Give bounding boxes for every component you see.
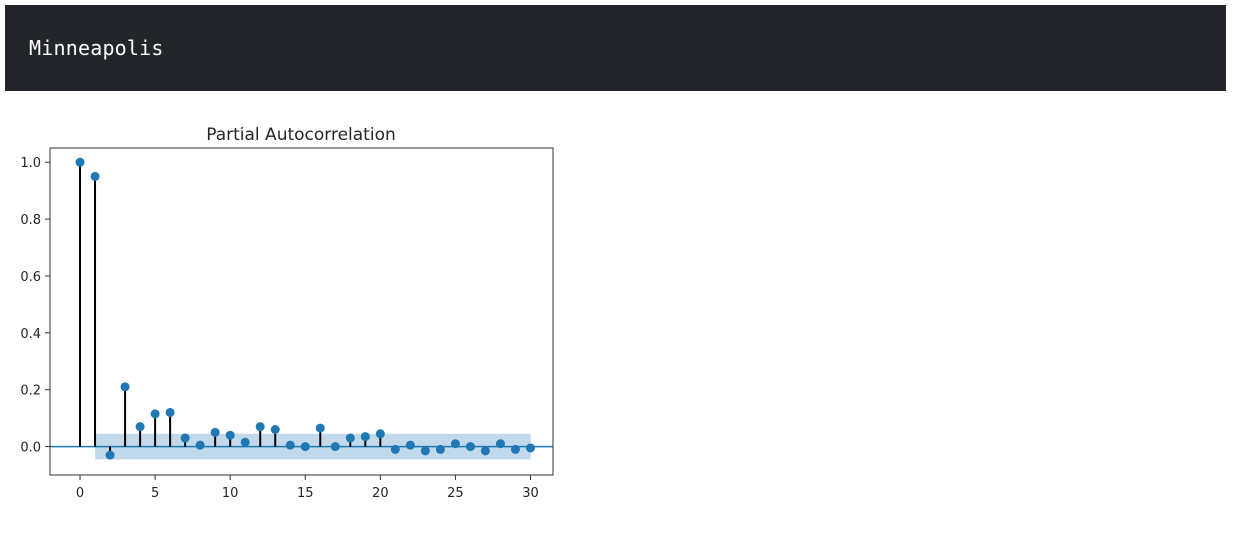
marker-lag-4 [135,422,145,432]
y-tick-label: 0.4 [20,327,41,342]
marker-lag-26 [465,442,475,452]
marker-lag-6 [165,407,175,417]
marker-lag-5 [150,409,160,419]
y-tick-label: 0.6 [20,270,41,285]
marker-lag-1 [90,171,100,181]
marker-lag-27 [480,446,490,456]
marker-lag-16 [315,423,325,433]
x-tick-label: 5 [151,486,159,501]
x-tick-label: 25 [447,486,464,501]
marker-lag-22 [405,440,415,450]
marker-lag-15 [300,442,310,452]
marker-lag-30 [525,443,535,453]
marker-lag-2 [105,450,115,460]
marker-lag-0 [75,157,85,167]
marker-lag-9 [210,427,220,437]
pacf-chart-svg: Partial Autocorrelation 0 5 10 15 20 25 30 0.0… [20,125,554,501]
marker-lag-13 [270,425,280,435]
marker-lag-20 [375,429,385,439]
output-cell: Minneapolis [5,5,1226,91]
marker-lag-25 [450,439,460,449]
marker-lag-17 [330,442,340,452]
marker-lag-11 [240,437,250,447]
x-tick-label: 10 [222,486,239,501]
x-tick-label: 15 [297,486,314,501]
y-tick-label: 0.0 [20,441,41,456]
marker-lag-29 [510,444,520,454]
plot-frame [49,147,554,476]
pacf-chart: Partial Autocorrelation 0 5 10 15 20 25 30 0.0… [0,110,600,532]
marker-lag-12 [255,422,265,432]
markers-layer [75,157,535,460]
marker-lag-3 [120,382,130,392]
marker-lag-18 [345,433,355,443]
x-tick-label: 0 [76,486,84,501]
chart-title: Partial Autocorrelation [206,125,396,145]
stems-layer [79,162,532,456]
y-tick-label: 0.8 [20,213,41,228]
marker-lag-8 [195,440,205,450]
output-cell-text: Minneapolis [29,36,164,60]
marker-lag-19 [360,432,370,442]
marker-lag-10 [225,430,235,440]
x-tick-label: 30 [522,486,539,501]
marker-lag-14 [285,440,295,450]
marker-lag-21 [390,444,400,454]
y-axis-ticks: 0.0 0.2 0.4 0.6 0.8 1.0 [20,156,50,456]
marker-lag-28 [495,439,505,449]
marker-lag-7 [180,433,190,443]
y-tick-label: 0.2 [20,384,41,399]
marker-lag-23 [420,446,430,456]
marker-lag-24 [435,444,445,454]
x-tick-label: 20 [372,486,389,501]
x-axis-ticks: 0 5 10 15 20 25 30 [76,475,539,501]
y-tick-label: 1.0 [20,156,41,171]
